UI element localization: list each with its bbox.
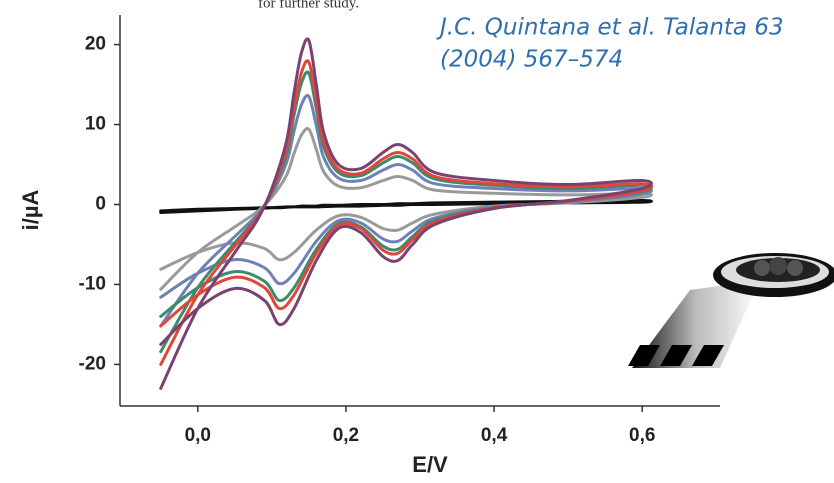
particle xyxy=(754,260,770,276)
x-tick-label: 0,4 xyxy=(481,425,508,446)
contact xyxy=(660,345,692,366)
citation-line: (2004) 567–574 xyxy=(440,47,623,73)
particle xyxy=(769,257,787,275)
y-tick-label: -10 xyxy=(79,273,106,294)
x-axis-title: E/V xyxy=(412,452,448,477)
cv-curve xyxy=(159,70,653,354)
y-tick-label: 20 xyxy=(85,34,106,55)
x-tick-label: 0,6 xyxy=(629,425,655,446)
cv-curve xyxy=(159,127,653,291)
particle xyxy=(787,260,803,276)
x-tick-label: 0,2 xyxy=(333,425,359,446)
electrode-icon xyxy=(628,253,834,368)
contact xyxy=(692,345,724,366)
contact xyxy=(628,345,660,366)
cv-curve xyxy=(159,198,653,214)
cv-curve xyxy=(159,59,653,366)
cv-curve xyxy=(159,37,653,390)
y-tick-label: 0 xyxy=(95,194,106,215)
cv-curve xyxy=(159,94,653,328)
electrode-strip xyxy=(632,280,760,368)
y-tick-label: 10 xyxy=(85,114,106,135)
x-tick-label: 0,0 xyxy=(185,425,211,446)
clipped-text: for further study. xyxy=(258,0,359,11)
citation-line: J.C. Quintana et al. Talanta 63 xyxy=(436,15,784,41)
y-axis-title: i/µA xyxy=(18,189,43,230)
y-tick-label: -20 xyxy=(79,353,106,374)
